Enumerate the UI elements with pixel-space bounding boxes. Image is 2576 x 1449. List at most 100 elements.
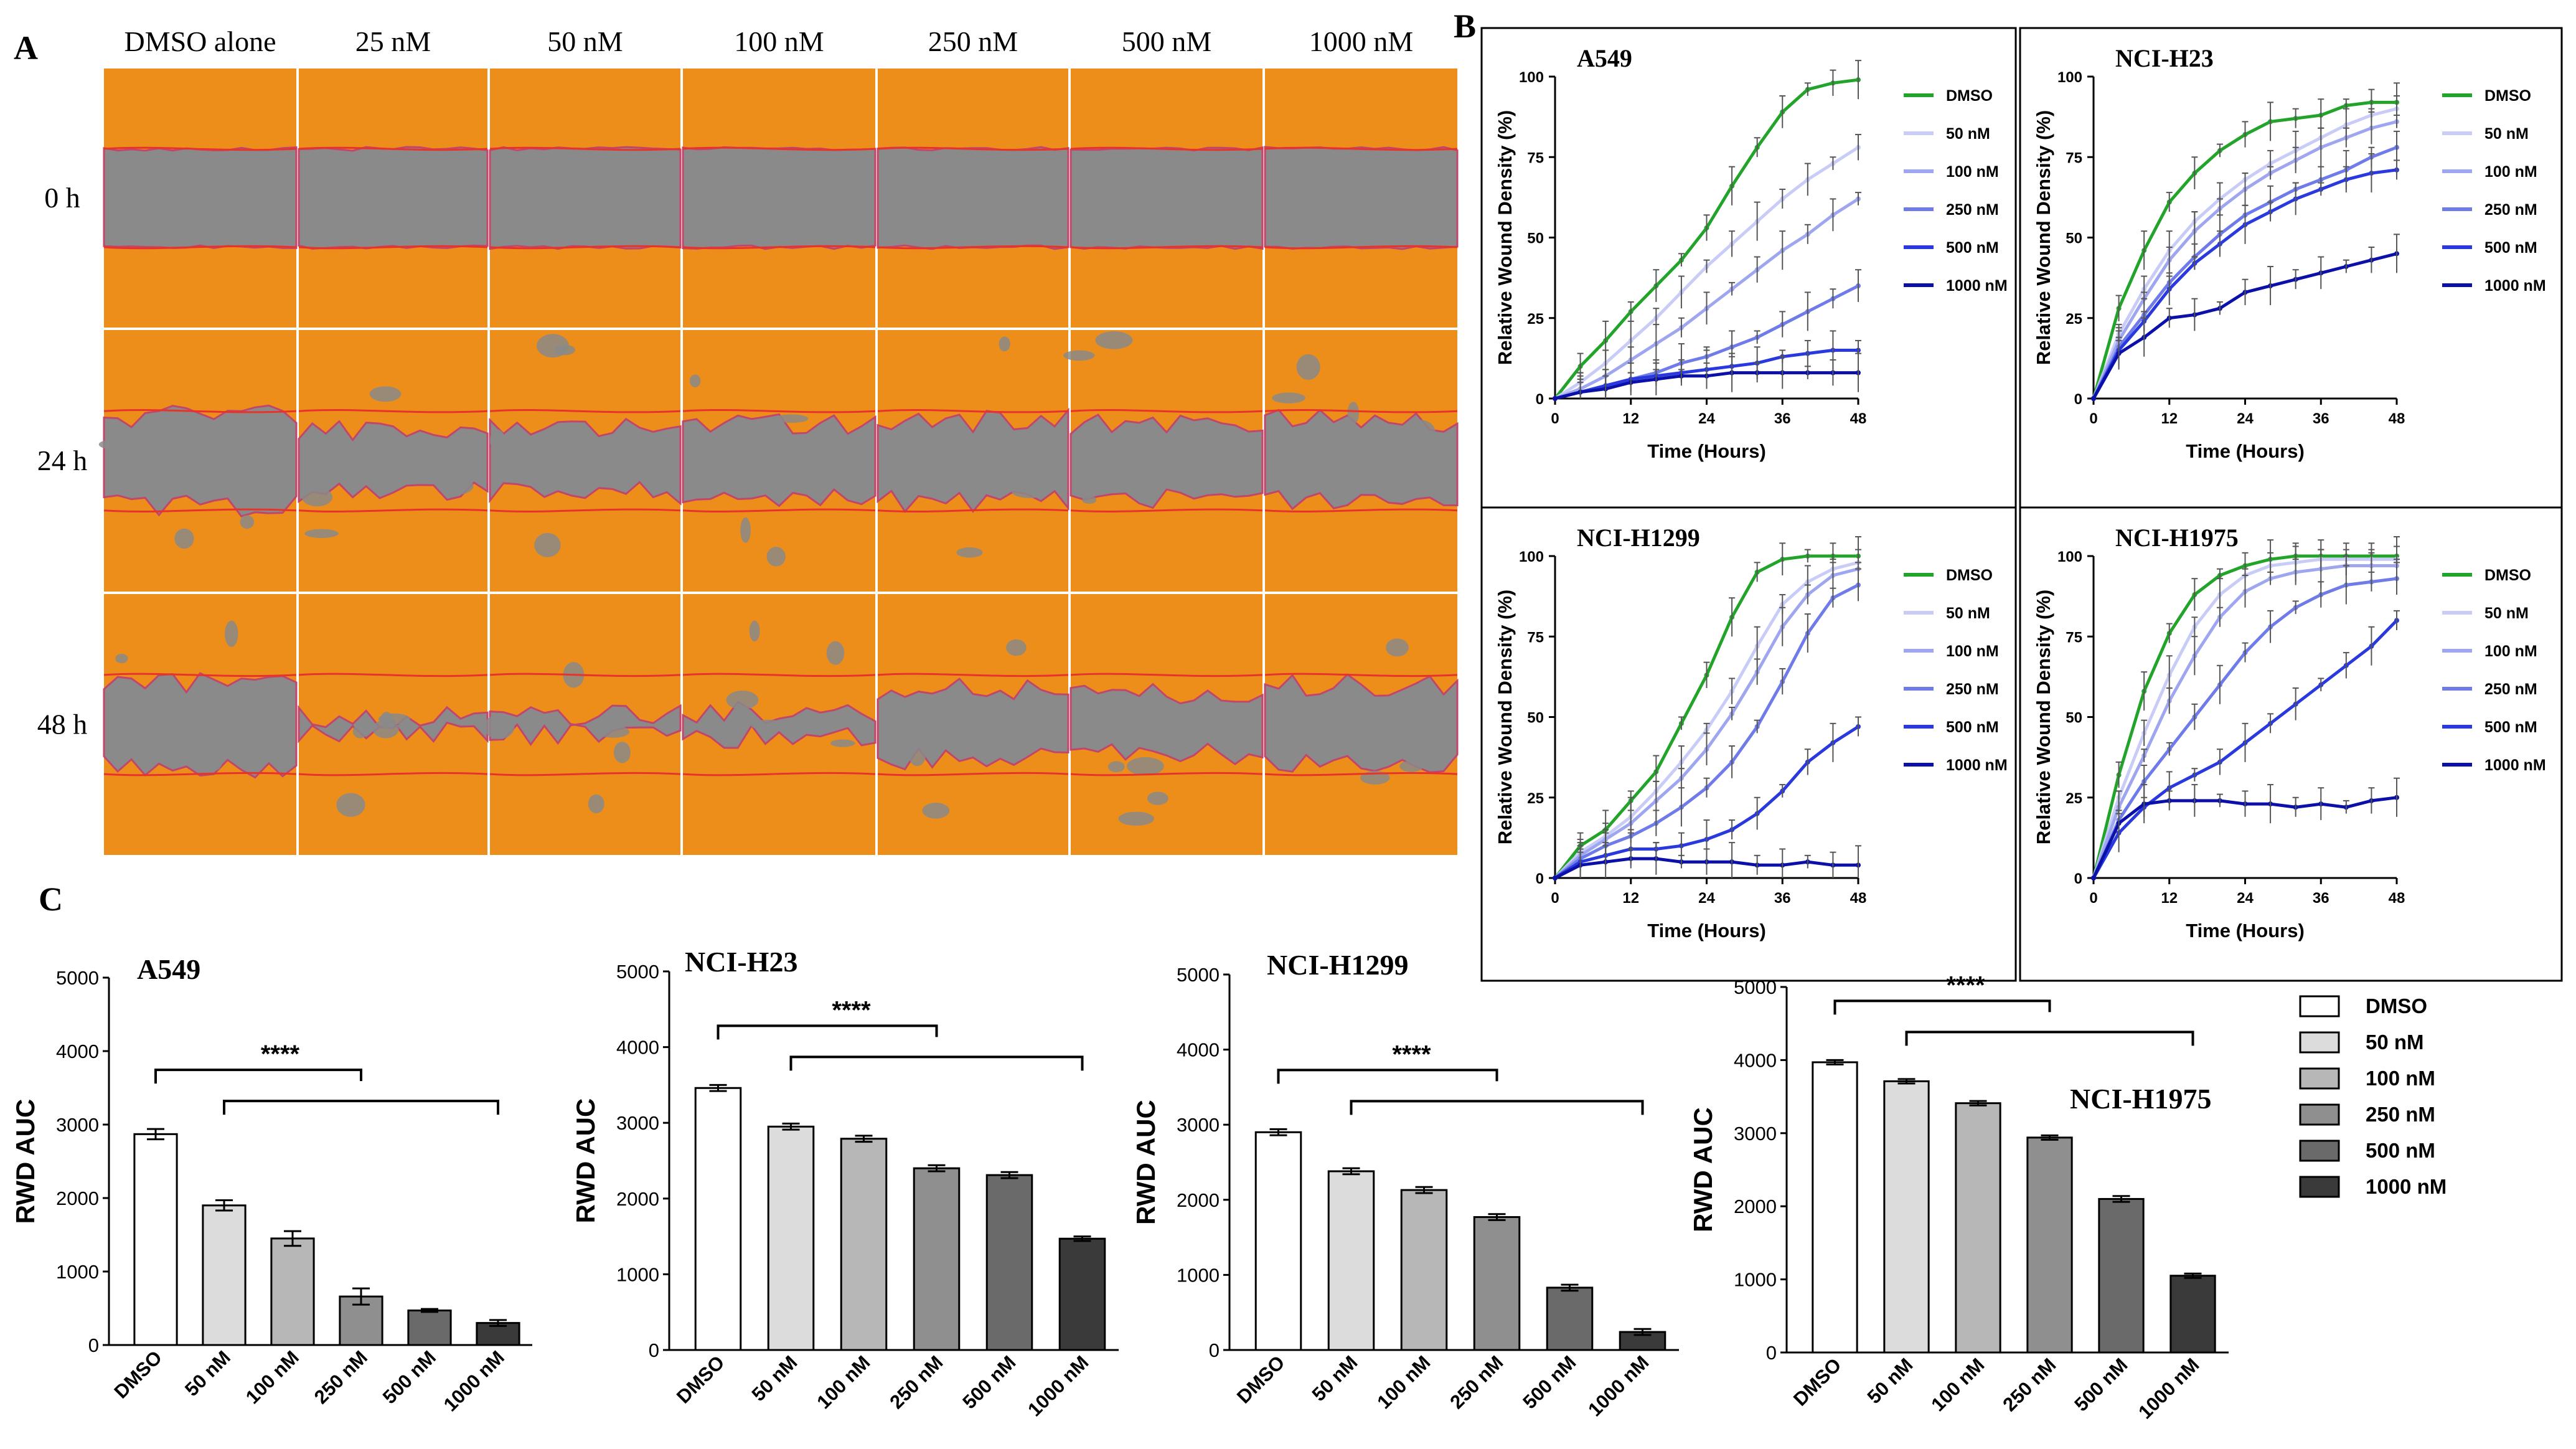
bracket-upper bbox=[154, 1069, 362, 1084]
x-tick-label: 100 nM bbox=[242, 1346, 303, 1408]
legend-label: 1000 nM bbox=[1946, 757, 2008, 774]
legend-swatch bbox=[2299, 1176, 2340, 1198]
y-tick-label: 25 bbox=[1527, 311, 1544, 328]
panel-label-a: A bbox=[14, 29, 38, 67]
x-tick-label: 12 bbox=[1622, 890, 1639, 907]
y-tick-label: 0 bbox=[2074, 871, 2082, 887]
legend-label: DMSO bbox=[1946, 87, 1993, 105]
x-tick-label: 24 bbox=[1698, 890, 1715, 907]
y-tick-label: 50 bbox=[1527, 710, 1544, 727]
bar bbox=[840, 1138, 888, 1351]
scratch-edge-bottom bbox=[682, 245, 876, 250]
y-tick-label: 0 bbox=[1209, 1339, 1220, 1361]
timepoint-label-48-h: 48 h bbox=[37, 709, 88, 740]
legend-label: 50 nM bbox=[2366, 1031, 2424, 1054]
series-100-nm: 100 nM bbox=[1553, 559, 1999, 880]
y-tick-label: 75 bbox=[1527, 629, 1544, 646]
y-tick-label: 2000 bbox=[616, 1188, 659, 1210]
y-tick-label: 50 bbox=[2066, 710, 2082, 727]
scratch-edge-top bbox=[1264, 673, 1458, 677]
bar-250-nm: 250 nM bbox=[885, 1164, 961, 1413]
bracket-lower bbox=[1905, 1031, 2194, 1046]
cell-gap-patch bbox=[908, 743, 926, 767]
significance-stars: **** bbox=[261, 1041, 300, 1068]
bracket-lower bbox=[223, 1100, 499, 1115]
bar-100-nm: 100 nM bbox=[242, 1230, 315, 1408]
y-axis-label: Relative Wound Density (%) bbox=[1494, 110, 1516, 365]
scratch-edge-bottom bbox=[298, 508, 488, 513]
bar-250-nm: 250 nM bbox=[310, 1287, 383, 1408]
scratch-edge-bottom bbox=[1264, 772, 1458, 776]
y-tick-label: 25 bbox=[2066, 790, 2082, 807]
cell-gap-patch bbox=[749, 620, 760, 642]
series-100-nm: 100 nM bbox=[2091, 111, 2537, 401]
significance-stars: **** bbox=[832, 996, 871, 1024]
wound-area bbox=[489, 146, 682, 250]
timepoint-label-24-h: 24 h bbox=[37, 445, 88, 476]
x-tick-label: DMSO bbox=[1233, 1351, 1289, 1408]
bar-chart-nci-h1975: 0 1000 2000 3000 4000 5000 RWD AUC NCI-H1975 DMS… bbox=[1688, 971, 2229, 1423]
scratch-edge-bottom bbox=[877, 772, 1069, 776]
y-tick-label: 1000 bbox=[1734, 1269, 1777, 1291]
cell-gap-patch bbox=[225, 620, 238, 647]
wound-area bbox=[1069, 682, 1264, 766]
series-500-nm: 500 nM bbox=[1553, 239, 1999, 401]
x-tick-label: 36 bbox=[1774, 890, 1791, 907]
cell-gap-patch bbox=[597, 725, 630, 738]
chart-title: A549 bbox=[137, 953, 200, 985]
bracket-lower bbox=[1350, 1100, 1644, 1115]
x-tick-label: 1000 nM bbox=[2134, 1354, 2203, 1423]
cell-gap-patch bbox=[1107, 761, 1125, 773]
y-tick-label: 3000 bbox=[56, 1114, 99, 1136]
scratch-image-48-h-100-nm bbox=[682, 594, 877, 855]
y-tick-label: 0 bbox=[88, 1334, 99, 1356]
bar-dmso: DMSO bbox=[1789, 1059, 1858, 1410]
x-tick-label: 100 nM bbox=[1927, 1354, 1988, 1415]
cell-gap-patch bbox=[1135, 424, 1163, 444]
line-chart-nci-h1975: NCI-H1975 0 25 50 75 100 0 12 24 36 48 Time (Hours)… bbox=[2019, 506, 2563, 982]
cell-gap-patch bbox=[372, 719, 399, 739]
chart-title: NCI-H1975 bbox=[2070, 1083, 2211, 1115]
bar bbox=[1058, 1237, 1106, 1351]
x-tick-label: 50 nM bbox=[748, 1351, 802, 1405]
cell-gap-patch bbox=[1063, 350, 1095, 361]
y-tick-label: 75 bbox=[2066, 629, 2082, 646]
legend-label: 250 nM bbox=[2484, 681, 2537, 698]
chart-frame bbox=[2019, 506, 2563, 982]
data-point bbox=[2091, 876, 2096, 880]
y-tick-label: 5000 bbox=[616, 961, 659, 983]
x-tick-label: 100 nM bbox=[812, 1351, 874, 1413]
cell-gap-patch bbox=[1099, 434, 1116, 450]
scratch-edge-top bbox=[682, 408, 876, 413]
significance-bracket: **** bbox=[1277, 1041, 1644, 1115]
bracket-lower bbox=[789, 1055, 1084, 1071]
y-axis-label: Relative Wound Density (%) bbox=[1494, 590, 1516, 844]
scratch-edge-top bbox=[877, 146, 1069, 151]
condition-label-dmso-alone: DMSO alone bbox=[124, 26, 276, 57]
condition-label-25-nm: 25 nM bbox=[355, 26, 431, 57]
cell-gap-patch bbox=[352, 724, 368, 739]
scratch-image-24-h-25-nm bbox=[298, 330, 489, 592]
scratch-edge-bottom bbox=[489, 508, 681, 513]
scratch-edge-top bbox=[1070, 146, 1263, 151]
legend-label: 100 nM bbox=[2484, 163, 2537, 181]
cell-gap-patch bbox=[1030, 714, 1042, 731]
x-tick-label: 24 bbox=[1698, 410, 1715, 427]
scratch-edge-top bbox=[298, 408, 488, 413]
cell-gap-patch bbox=[1142, 709, 1159, 732]
series-1000-nm: 1000 nM bbox=[2091, 234, 2546, 401]
cell-gap-patch bbox=[489, 429, 505, 451]
cell-gap-patch bbox=[564, 425, 587, 441]
y-axis-label: RWD AUC bbox=[11, 1099, 40, 1224]
cell-gap-patch bbox=[1403, 419, 1436, 445]
y-tick-label: 25 bbox=[1527, 790, 1544, 807]
bar-chart-nci-h1299: 0 1000 2000 3000 4000 5000 RWD AUC NCI-H1299 DMS… bbox=[1131, 949, 1679, 1420]
scratch-image-0-h-1000-nm bbox=[1264, 68, 1459, 328]
x-tick-label: DMSO bbox=[1789, 1354, 1846, 1410]
line-chart-a549: A549 0 25 50 75 100 0 12 24 36 48 Time (Hours) Relat… bbox=[1480, 27, 2017, 509]
y-tick-label: 0 bbox=[2074, 391, 2082, 408]
condition-label-1000-nm: 1000 nM bbox=[1309, 26, 1413, 57]
scratch-edge-top bbox=[682, 673, 876, 677]
scratch-edge-top bbox=[877, 408, 1069, 413]
y-tick-label: 3000 bbox=[1734, 1123, 1777, 1145]
